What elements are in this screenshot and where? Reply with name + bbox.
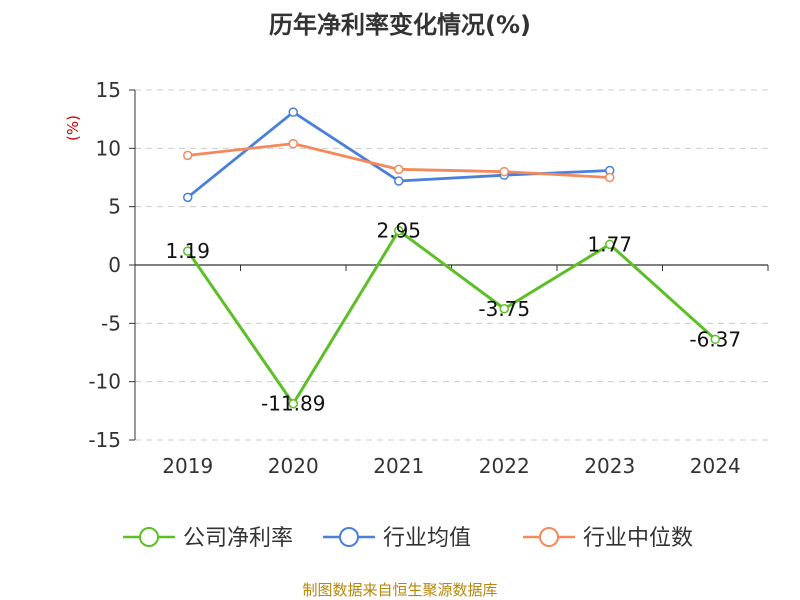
axes [129, 89, 769, 441]
x-tick-labels: 2019 2020 2021 2022 2023 2024 [162, 454, 740, 478]
y-tick-label: -15 [88, 428, 121, 452]
y-tick-label: 0 [108, 253, 121, 277]
data-point [394, 164, 404, 175]
legend-label: 行业中位数 [583, 526, 693, 551]
data-point [288, 107, 298, 117]
data-point [394, 176, 404, 186]
y-tick-labels: 15 10 5 0 -5 -10 -15 [88, 78, 121, 452]
data-labels: 1.19 -11.89 2.95 -3.75 1.77 -6.37 [165, 219, 741, 416]
x-tick-label: 2020 [268, 454, 319, 478]
data-point [183, 150, 193, 161]
x-tick-label: 2021 [373, 454, 424, 478]
data-label: -3.75 [478, 297, 530, 321]
data-point [288, 398, 298, 409]
data-point [605, 172, 615, 183]
data-label: -6.37 [689, 327, 741, 351]
data-point [499, 304, 509, 314]
data-point [183, 246, 193, 256]
x-tick-label: 2023 [584, 454, 635, 478]
legend-marker [539, 527, 559, 547]
data-point [605, 239, 615, 250]
data-label: 2.95 [376, 219, 421, 243]
y-tick-label: 5 [108, 195, 121, 219]
x-tick-label: 2019 [162, 454, 213, 478]
series-line [186, 229, 717, 406]
source-note: 制图数据来自恒生聚源数据库 [302, 581, 497, 599]
data-point [394, 225, 404, 236]
data-point [710, 334, 720, 345]
data-label: -11.89 [261, 392, 325, 416]
legend-label: 公司净利率 [183, 526, 293, 551]
data-point [499, 166, 509, 177]
data-point [288, 138, 298, 149]
data-label: 1.19 [165, 239, 210, 263]
y-tick-label: 10 [96, 136, 121, 160]
series-lines [183, 107, 720, 409]
legend-marker [139, 527, 159, 547]
y-tick-label: 15 [96, 78, 121, 102]
legend-marker [339, 527, 359, 547]
data-point [183, 192, 193, 203]
y-tick-label: -10 [88, 370, 121, 394]
y-tick-label: -5 [101, 311, 121, 335]
legend: 公司净利率 行业均值 行业中位数 [123, 526, 693, 551]
legend-label: 行业均值 [383, 526, 471, 551]
chart-title: 历年净利率变化情况(%) [269, 11, 531, 39]
x-tick-label: 2022 [479, 454, 530, 478]
y-axis-unit-label: (%) [64, 115, 82, 141]
data-label: 1.77 [587, 232, 632, 256]
x-tick-label: 2024 [690, 454, 741, 478]
